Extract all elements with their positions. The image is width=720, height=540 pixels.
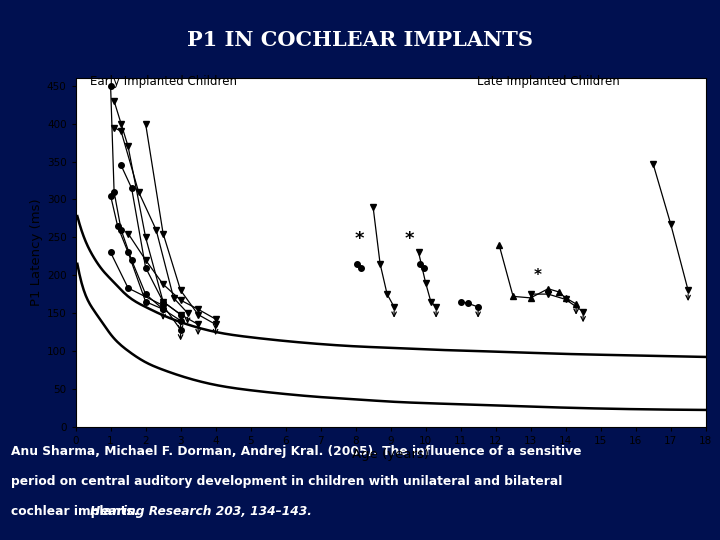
Text: Anu Sharma, Michael F. Dorman, Andrej Kral. (2005). The influuence of a sensitiv: Anu Sharma, Michael F. Dorman, Andrej Kr… [11,445,581,458]
Text: *: * [405,230,415,248]
Text: cochlear implants.: cochlear implants. [11,505,143,518]
Text: P1 IN COCHLEAR IMPLANTS: P1 IN COCHLEAR IMPLANTS [187,30,533,50]
Text: Hearing Research 203, 134–143.: Hearing Research 203, 134–143. [90,505,312,518]
Text: *: * [534,268,541,282]
Text: *: * [354,230,364,248]
Text: period on central auditory development in children with unilateral and bilateral: period on central auditory development i… [11,475,562,488]
Text: Early Implanted Children: Early Implanted Children [89,75,237,88]
X-axis label: Age (years): Age (years) [352,448,429,461]
Text: Late Implanted Children: Late Implanted Children [477,75,619,88]
Y-axis label: P1 Latency (ms): P1 Latency (ms) [30,199,42,306]
